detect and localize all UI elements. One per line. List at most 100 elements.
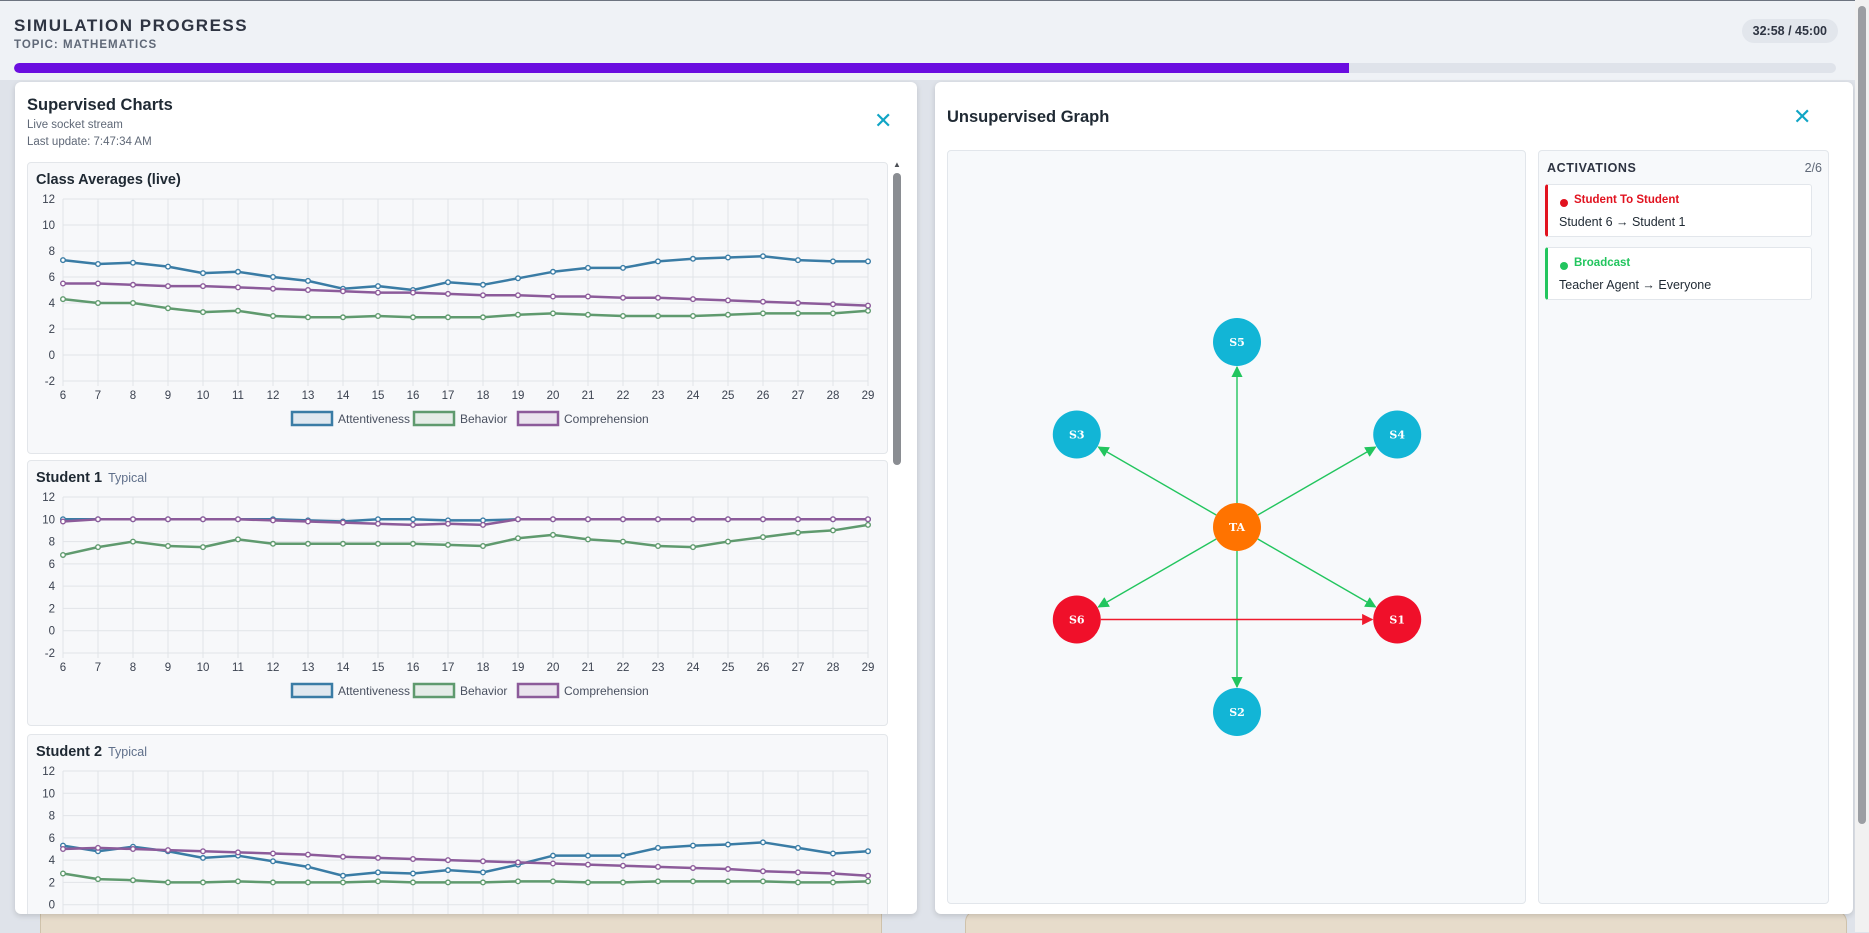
x-tick-label: 16 — [407, 390, 420, 402]
y-tick-label: 6 — [49, 559, 55, 571]
graph-node-s3[interactable] — [1052, 410, 1101, 459]
data-point — [725, 254, 732, 261]
data-point — [620, 516, 627, 523]
data-point — [60, 845, 67, 852]
x-tick-label: 29 — [862, 390, 875, 402]
x-tick-label: 21 — [582, 662, 595, 674]
y-tick-label: 0 — [49, 900, 55, 912]
x-tick-label: 18 — [477, 662, 490, 674]
data-point — [585, 879, 592, 886]
chart-card-class-averages: Class Averages (live) 12 10 8 6 4 2 0 -2 6 7 8 9 10 1… — [27, 162, 888, 454]
legend-label: Attentiveness — [338, 684, 410, 698]
activation-card[interactable]: Student To Student Student 6 → Student 1 — [1545, 184, 1812, 237]
charts-scroll-area[interactable]: Class Averages (live) 12 10 8 6 4 2 0 -2 6 7 8 9 10 1… — [27, 158, 907, 914]
data-point — [550, 860, 557, 867]
data-point — [550, 293, 557, 300]
data-point — [94, 280, 101, 287]
data-point — [480, 869, 487, 876]
data-point — [199, 848, 206, 855]
x-tick-label: 7 — [95, 390, 101, 402]
page-scroll-thumb[interactable] — [1858, 6, 1866, 824]
data-point — [760, 298, 767, 305]
y-tick-label: 2 — [49, 324, 55, 336]
graph-node-s5[interactable] — [1213, 318, 1261, 366]
data-point — [480, 858, 487, 865]
x-tick-label: 28 — [827, 390, 840, 402]
data-point — [199, 283, 206, 290]
y-tick-label: 2 — [49, 877, 55, 889]
charts-scrollbar[interactable]: ▲ — [890, 158, 904, 914]
activation-card[interactable]: Broadcast Teacher Agent → Everyone — [1545, 247, 1812, 300]
activation-description: Teacher Agent → Everyone — [1559, 278, 1712, 292]
graph-node-label: S2 — [1229, 706, 1245, 719]
page-scrollbar[interactable] — [1855, 0, 1869, 932]
data-point — [515, 535, 522, 542]
graph-canvas[interactable]: TA S5 S4 S1 S2 S6 S3 — [947, 150, 1526, 904]
x-tick-label: 27 — [792, 662, 805, 674]
data-point — [620, 264, 627, 271]
data-point — [199, 309, 206, 316]
data-point — [655, 878, 662, 885]
data-point — [94, 299, 101, 306]
data-point — [410, 521, 417, 528]
graph-edge — [1257, 446, 1377, 516]
x-tick-label: 22 — [617, 390, 630, 402]
data-point — [865, 872, 872, 879]
legend-label: Behavior — [460, 684, 507, 698]
data-point — [550, 531, 557, 538]
data-point — [515, 516, 522, 523]
x-tick-label: 10 — [197, 662, 210, 674]
graph-node-s1[interactable] — [1373, 595, 1422, 644]
graph-node-s4[interactable] — [1373, 410, 1422, 459]
x-tick-label: 26 — [757, 390, 770, 402]
data-point — [725, 538, 732, 545]
data-point — [865, 307, 872, 314]
x-tick-label: 24 — [687, 662, 700, 674]
x-tick-label: 19 — [512, 390, 525, 402]
data-point — [340, 519, 347, 526]
graph-node-ta[interactable] — [1213, 503, 1261, 551]
data-point — [515, 311, 522, 318]
data-point — [234, 849, 241, 856]
data-point — [60, 257, 67, 264]
data-point — [725, 866, 732, 873]
supervised-charts-panel: Supervised Charts Live socket stream Las… — [15, 82, 917, 914]
data-point — [164, 543, 171, 550]
data-point — [620, 862, 627, 869]
y-tick-label: 8 — [49, 537, 55, 549]
data-point — [655, 258, 662, 265]
data-point — [410, 289, 417, 296]
data-point — [795, 299, 802, 306]
data-point — [94, 260, 101, 267]
data-point — [725, 841, 732, 848]
graph-node-s2[interactable] — [1213, 688, 1261, 736]
close-icon[interactable]: ✕ — [1793, 104, 1812, 129]
y-tick-label: 12 — [42, 194, 55, 206]
close-icon[interactable]: ✕ — [874, 108, 893, 133]
x-tick-label: 24 — [687, 390, 700, 402]
data-point — [445, 279, 452, 286]
data-point — [199, 854, 206, 861]
data-point — [129, 299, 136, 306]
activation-description: Student 6 → Student 1 — [1559, 215, 1686, 229]
data-point — [375, 540, 382, 547]
legend-swatch — [412, 682, 456, 699]
x-tick-label: 17 — [442, 662, 455, 674]
data-point — [410, 870, 417, 877]
data-point — [375, 312, 382, 319]
data-point — [305, 277, 312, 284]
x-tick-label: 13 — [302, 662, 315, 674]
graph-node-s6[interactable] — [1052, 595, 1101, 644]
scroll-up-icon[interactable]: ▲ — [893, 160, 901, 169]
x-tick-label: 28 — [827, 662, 840, 674]
data-point — [760, 253, 767, 260]
data-point — [94, 516, 101, 523]
network-graph: TA S5 S4 S1 S2 S6 S3 — [1052, 318, 1422, 736]
x-tick-label: 15 — [372, 662, 385, 674]
data-point — [234, 536, 241, 543]
data-point — [199, 879, 206, 886]
data-point — [795, 529, 802, 536]
x-tick-label: 10 — [197, 390, 210, 402]
scroll-thumb[interactable] — [893, 173, 901, 465]
